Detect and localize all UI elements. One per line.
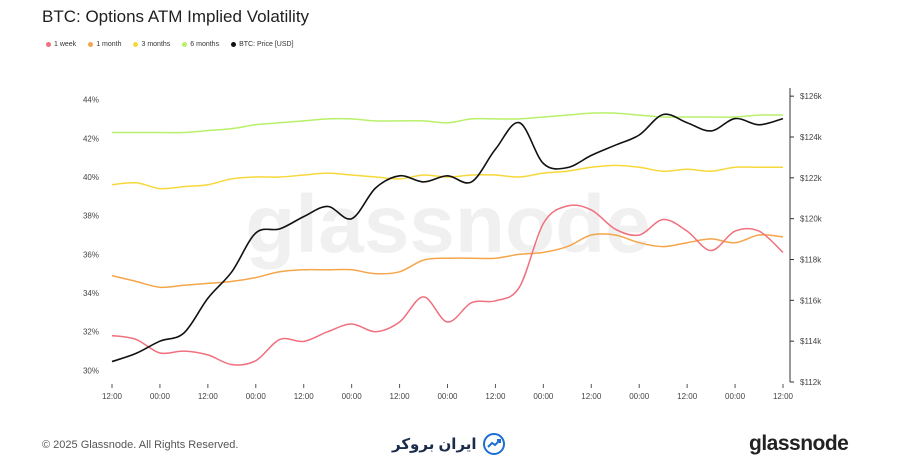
legend-label: 1 month (96, 41, 122, 48)
series-line-6-months (111, 112, 784, 134)
partner-name: ایران بروکر (392, 436, 477, 453)
legend-swatch (231, 42, 237, 47)
y-right-tick-label: $112k (800, 378, 822, 387)
y-right-tick-label: $126k (800, 92, 823, 101)
series-line-btc-price-usd (111, 113, 784, 363)
legend-item-3-months[interactable]: 3 months (133, 41, 170, 48)
x-tick-label: 00:00 (150, 392, 171, 401)
legend-swatch (133, 42, 139, 47)
x-tick-label: 00:00 (246, 392, 267, 401)
y-left-tick-label: 30% (83, 366, 99, 375)
legend: 1 week 1 month 3 months 6 months BTC: Pr… (46, 41, 294, 48)
x-tick-label: 00:00 (629, 392, 650, 401)
y-right-tick-label: $120k (800, 215, 823, 224)
x-tick-label: 00:00 (725, 392, 746, 401)
legend-item-6-months[interactable]: 6 months (182, 41, 219, 48)
legend-label: 3 months (141, 41, 171, 48)
x-tick-label: 12:00 (102, 392, 123, 401)
x-tick-label: 00:00 (437, 392, 458, 401)
x-tick-label: 00:00 (533, 392, 554, 401)
y-right-tick-label: $116k (800, 296, 822, 305)
legend-label: 6 months (190, 41, 220, 48)
copyright-text: © 2025 Glassnode. All Rights Reserved. (42, 439, 239, 451)
trend-icon (482, 433, 505, 455)
glassnode-logo: glassnode (749, 432, 849, 455)
y-left-tick-label: 44% (83, 96, 99, 105)
y-right-tick-label: $114k (800, 337, 822, 346)
y-left-tick-label: 32% (83, 328, 99, 337)
series-line-3-months (111, 164, 783, 190)
watermark: glassnode (245, 179, 651, 270)
series-line-1-week (111, 204, 784, 366)
y-right-tick-label: $118k (800, 256, 822, 265)
legend-swatch (46, 42, 51, 47)
x-tick-label: 12:00 (198, 392, 219, 401)
series-line-1-month (111, 233, 784, 289)
chart-title: BTC: Options ATM Implied Volatility (42, 7, 310, 26)
y-left-tick-label: 38% (83, 212, 99, 221)
y-left-tick-label: 40% (83, 173, 99, 182)
y-right-tick-label: $122k (800, 174, 823, 183)
x-tick-label: 00:00 (342, 392, 363, 401)
y-left-tick-label: 36% (83, 250, 99, 259)
x-tick-label: 12:00 (294, 392, 315, 401)
y-right-tick-label: $124k (800, 133, 823, 142)
x-tick-label: 12:00 (390, 392, 411, 401)
legend-item-1-week[interactable]: 1 week (46, 41, 76, 48)
x-tick-label: 12:00 (485, 392, 506, 401)
x-tick-label: 12:00 (773, 392, 794, 401)
legend-swatch (182, 42, 188, 47)
x-tick-label: 12:00 (677, 392, 698, 401)
legend-swatch (88, 42, 94, 47)
legend-item-btc-price[interactable]: BTC: Price [USD] (231, 41, 294, 48)
legend-item-1-month[interactable]: 1 month (88, 41, 121, 48)
y-left-tick-label: 34% (83, 289, 99, 298)
partner-logo: ایران بروکر (392, 433, 505, 455)
legend-label: BTC: Price [USD] (239, 41, 294, 48)
x-tick-label: 12:00 (581, 392, 602, 401)
y-left-tick-label: 42% (83, 134, 99, 143)
legend-label: 1 week (54, 41, 77, 48)
